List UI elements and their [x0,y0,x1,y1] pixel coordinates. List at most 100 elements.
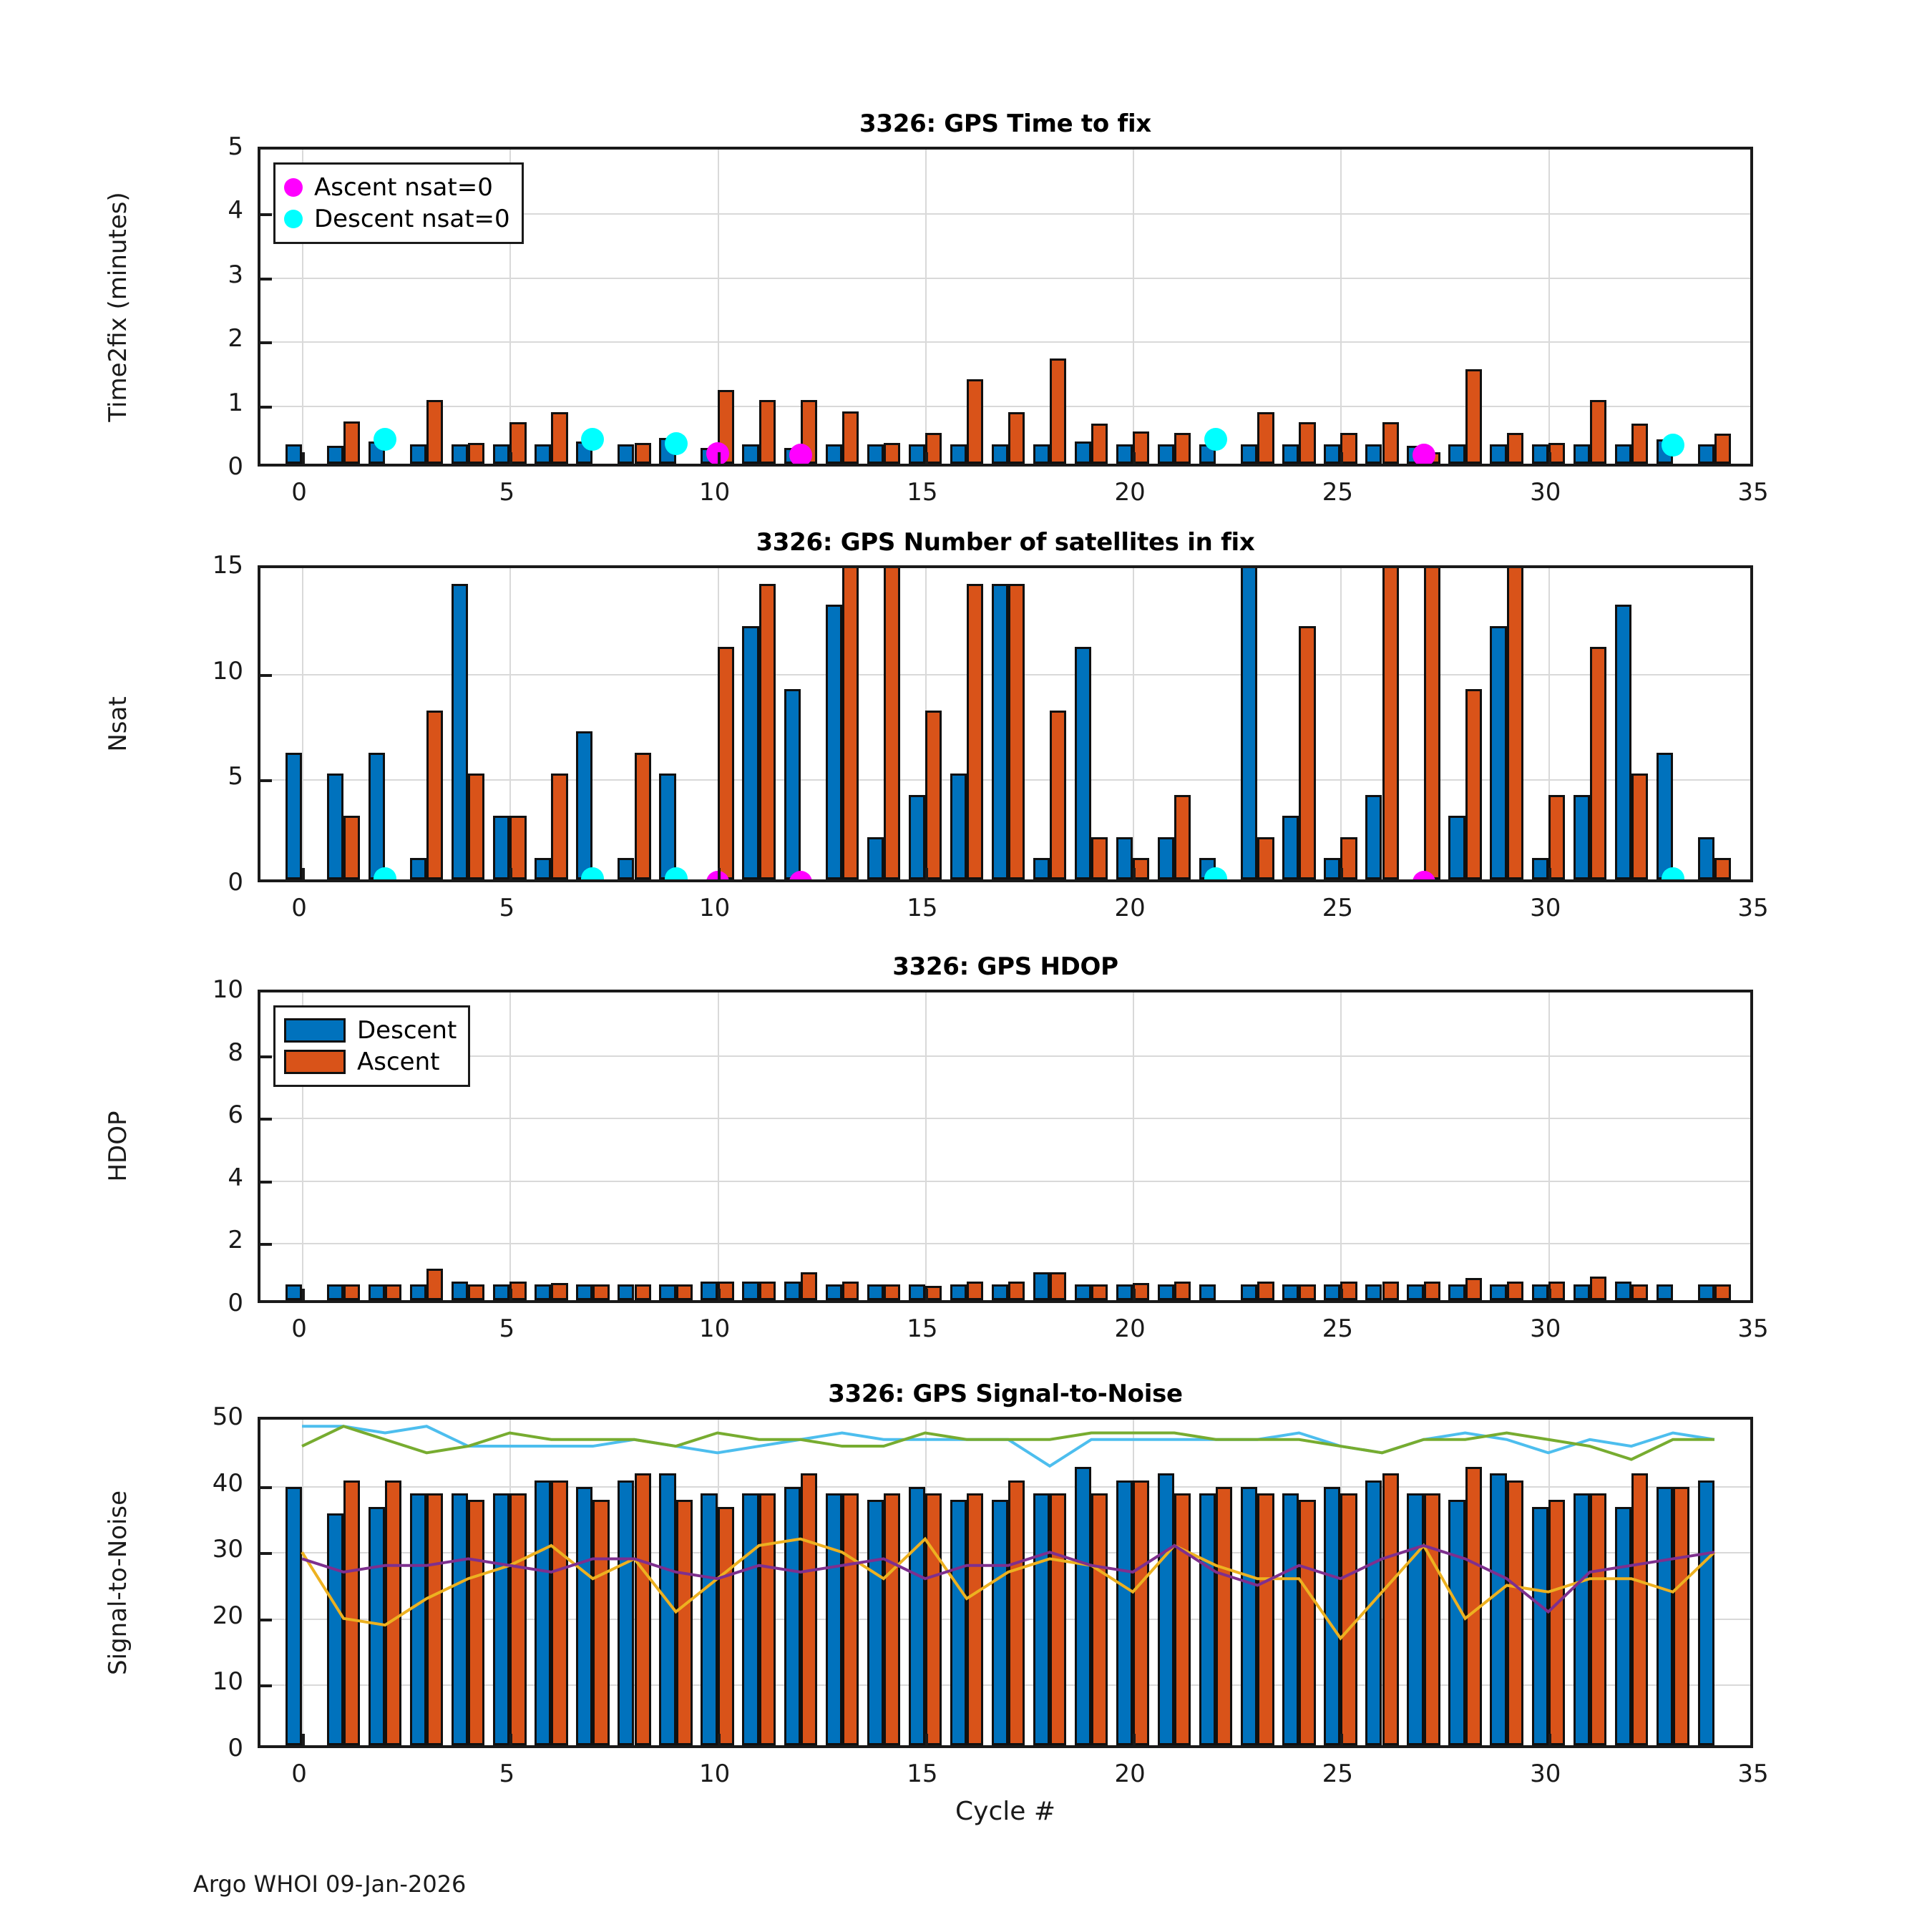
x-tick-mark [717,1289,721,1300]
bar-ascent-cycle-19 [1091,836,1108,879]
x-tick-mark [924,452,928,464]
marker-dot-descent-nsat-0 [1204,427,1228,451]
bar-ascent-cycle-8 [634,1284,651,1300]
marker-dot-descent-nsat-0 [664,432,688,456]
bar-ascent-cycle-4 [468,443,485,464]
gridline-vertical [1340,992,1342,1300]
bar-descent-cycle-34 [1697,836,1714,879]
x-tick-label: 35 [1737,478,1769,507]
y-tick-label: 6 [228,1101,243,1130]
bar-descent-cycle-26 [1365,1284,1382,1300]
x-tick-label: 30 [1530,478,1561,507]
bar-ascent-cycle-11 [758,399,776,464]
bar-ascent-cycle-31 [1589,399,1606,464]
x-tick-mark [1133,1734,1136,1745]
y-tick-label: 0 [228,452,243,481]
legend-label: Descent [357,1016,457,1045]
x-tick-mark [1133,452,1136,464]
bar-descent-cycle-29 [1490,1473,1507,1745]
x-tick-label: 5 [499,1314,515,1343]
bar-ascent-cycle-5 [509,1493,527,1745]
bar-descent-cycle-14 [867,1284,884,1300]
x-tick-mark [302,1289,306,1300]
gridline-vertical [509,568,512,879]
bar-ascent-cycle-8 [634,1473,651,1745]
bar-descent-cycle-16 [950,1500,967,1745]
bar-ascent-cycle-1 [343,421,361,464]
gridline-vertical [1548,150,1550,464]
marker-dot-ascent-nsat-0 [1412,444,1435,464]
bar-ascent-cycle-17 [1008,1480,1025,1745]
y-axis-label-3: HDOP [104,1111,132,1182]
bar-descent-cycle-4 [452,1281,469,1300]
bar-ascent-cycle-7 [592,1500,610,1745]
y-axis-label-2: Nsat [104,696,132,752]
bar-ascent-cycle-33 [1672,1486,1690,1745]
bar-descent-cycle-15 [908,444,925,464]
x-tick-label: 0 [291,1314,307,1343]
legend-dot-icon [284,210,303,228]
bar-ascent-cycle-25 [1340,433,1357,464]
marker-dot-descent-nsat-0 [374,427,397,451]
y-tick-label: 40 [212,1468,243,1498]
bar-ascent-cycle-10 [717,647,734,879]
gridline-vertical [717,150,719,464]
legend-item[interactable]: Descent [284,1015,457,1046]
bar-descent-cycle-0 [285,752,303,879]
bar-descent-cycle-31 [1573,1493,1590,1745]
x-tick-mark [1340,452,1344,464]
bar-descent-cycle-5 [493,1284,510,1300]
y-axis-label-1: Time2fix (minutes) [104,191,132,422]
x-tick-mark [717,452,721,464]
x-tick-label: 15 [907,478,938,507]
y-tick-label: 20 [212,1601,243,1630]
bar-descent-cycle-33 [1656,752,1673,879]
x-tick-mark [509,452,513,464]
bar-ascent-cycle-16 [966,1493,984,1745]
x-tick-label: 10 [698,1314,731,1343]
bar-descent-cycle-31 [1573,444,1590,464]
plot-area-2 [258,565,1753,882]
gridline-vertical [302,568,304,879]
bar-descent-cycle-0 [285,1486,303,1745]
bar-ascent-cycle-6 [551,412,568,464]
x-tick-label: 30 [1530,894,1561,922]
bar-ascent-cycle-11 [758,583,776,879]
y-tick-label: 0 [228,1289,243,1317]
bar-ascent-cycle-15 [924,433,942,464]
x-tick-mark [1340,1289,1344,1300]
bar-descent-cycle-10 [701,1493,718,1745]
bar-descent-cycle-1 [326,445,344,464]
bar-ascent-cycle-2 [385,1284,402,1300]
y-tick-mark [260,341,272,345]
legend-item[interactable]: Descent nsat=0 [284,203,510,235]
bar-ascent-cycle-30 [1548,1500,1565,1745]
bar-descent-cycle-13 [825,1493,842,1745]
bar-descent-cycle-34 [1697,444,1714,464]
bar-ascent-cycle-34 [1714,1284,1732,1300]
x-tick-mark [509,1734,513,1745]
y-tick-label: 15 [212,551,243,580]
snr-line-yellow [301,1536,1716,1641]
bar-descent-cycle-14 [867,836,884,879]
bar-descent-cycle-18 [1033,444,1050,464]
y-tick-label: 3 [228,260,243,289]
legend-item[interactable]: Ascent [284,1046,457,1078]
bar-descent-cycle-11 [742,444,759,464]
y-tick-label: 10 [212,975,243,1004]
bar-ascent-cycle-13 [841,568,859,879]
bar-descent-cycle-4 [452,444,469,464]
y-axis-label-4: Signal-to-Noise [104,1490,132,1675]
gridline-vertical [924,150,927,464]
bar-ascent-cycle-17 [1008,1281,1025,1300]
snr-line-green [301,1425,1714,1461]
x-tick-mark [302,1734,306,1745]
x-tick-label: 25 [1322,478,1354,507]
x-tick-label: 10 [698,1760,731,1788]
bar-ascent-cycle-34 [1714,433,1732,464]
legend-item[interactable]: Ascent nsat=0 [284,172,510,203]
bar-descent-cycle-21 [1158,1473,1175,1745]
bar-ascent-cycle-30 [1548,794,1565,879]
x-tick-label: 15 [907,1760,938,1788]
gridline-horizontal [260,405,1750,407]
